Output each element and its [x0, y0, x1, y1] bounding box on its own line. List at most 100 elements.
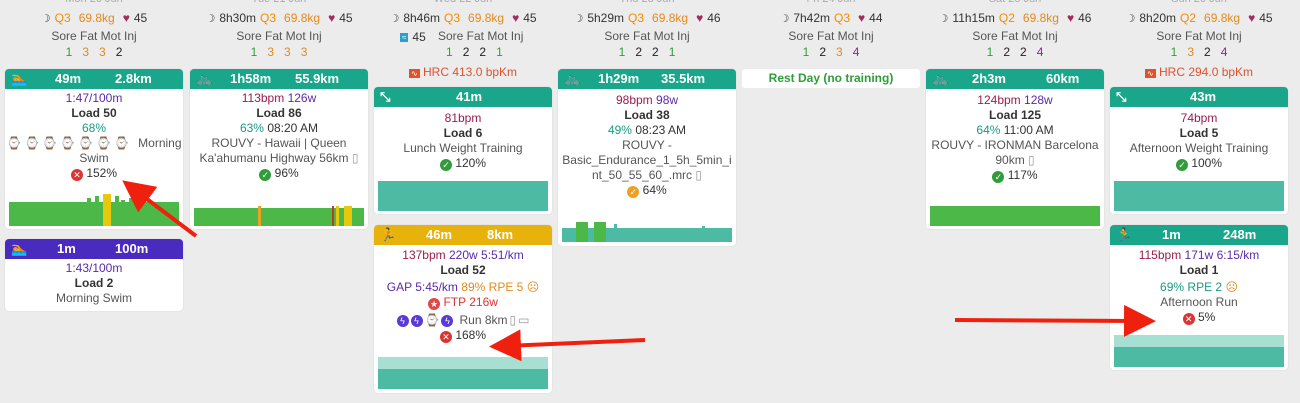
- day-date[interactable]: Thu 23 Jun: [558, 0, 736, 5]
- strength-icon: ⤡: [380, 89, 391, 104]
- workout-card-sat-bike[interactable]: 🚲 2h3m 60km 124bpm 128w Load 125 64% 11:00…: [926, 69, 1104, 229]
- workout-card-sun-wt[interactable]: ⤡ 43m 74bpm Load 5 Afternoon Weight Train…: [1110, 87, 1288, 214]
- sfmi-value: 3: [99, 45, 106, 59]
- hrc-icon: ∿: [408, 69, 420, 78]
- hrc-line: ∿ HRC 413.0 bpKm: [374, 65, 552, 79]
- workout-card-mon-swim-2[interactable]: 🏊 1m 100m 1:43/100m Load 2 Morning Swim: [5, 239, 183, 311]
- heart-rate: 115bpm: [1138, 248, 1182, 262]
- heart-icon: ♥: [512, 11, 520, 25]
- resting-hr: 46: [1078, 11, 1092, 25]
- sfmi-value: 1: [446, 45, 453, 59]
- distance: 55.9km: [295, 71, 340, 86]
- compliance: 96%: [274, 166, 299, 180]
- wellness-line: ☽ 5h29m Q3 69.8kg ♥ 46: [558, 11, 736, 25]
- rest-day-card[interactable]: Rest Day (no training): [742, 69, 920, 88]
- day-date[interactable]: Fri 24 Jun: [742, 0, 920, 5]
- workout-card-wed-wt[interactable]: ⤡ 41m 81bpm Load 6 Lunch Weight Training …: [374, 87, 552, 214]
- heart-rate: 81bpm: [444, 111, 482, 125]
- load: Load 2: [74, 276, 114, 290]
- duration: 1h29m: [598, 71, 640, 86]
- star-icon: ★: [428, 298, 441, 310]
- map-icon: ▯: [351, 151, 359, 165]
- check-icon: ✓: [992, 171, 1005, 183]
- hrc: HRC 413.0 bpKm: [423, 65, 518, 79]
- fail-icon: ✕: [439, 331, 452, 343]
- strength-icon: ⤡: [1116, 89, 1127, 104]
- day-date[interactable]: Tue 21 Jun: [190, 0, 368, 5]
- distance: 35.5km: [661, 71, 706, 86]
- check-icon: ✓: [259, 169, 272, 181]
- intensity-chart: [194, 206, 364, 226]
- heart-icon: ♥: [1248, 11, 1256, 25]
- map-icon: ▯: [695, 168, 703, 182]
- load: Load 52: [440, 263, 486, 277]
- bolt-icon: ϟ: [396, 314, 409, 327]
- wellness-line: ☽ 7h42m Q3 ♥ 44: [742, 11, 920, 25]
- sfmi-value: 2: [462, 45, 470, 59]
- day-date[interactable]: Wed 22 Jun: [374, 0, 552, 5]
- run-icon: 🏃: [1116, 227, 1133, 242]
- workout-card-tue-bike[interactable]: 🚲 1h58m 55.9km 113bpm 126w Load 86 63% 08:…: [190, 69, 368, 229]
- duration: 1m: [57, 241, 76, 256]
- sfmi-labels: Sore Fat Mot Inj: [438, 29, 524, 43]
- sfmi-value: 3: [267, 45, 274, 59]
- rpe: RPE 2: [1187, 280, 1223, 294]
- moon-icon: ☽: [779, 12, 790, 25]
- sfmi-value: 4: [852, 45, 860, 59]
- sad-face-icon: ☹: [526, 280, 540, 294]
- intensity-chart: [930, 206, 1100, 226]
- quality: Q3: [628, 11, 645, 25]
- percent: 89%: [461, 280, 486, 294]
- wellness-line: ☽ 8h30m Q3 69.8kg ♥ 45: [190, 11, 368, 25]
- sfmi-value: 2: [652, 45, 659, 59]
- distance: 60km: [1046, 71, 1080, 86]
- workout-card-sun-run[interactable]: 🏃 1m 248m 115bpm 171w 6:15/km Load 1 69% R…: [1110, 225, 1288, 370]
- compliance: 152%: [86, 166, 118, 180]
- wellness-line: ☽ 8h20m Q2 69.8kg ♥ 45: [1110, 11, 1288, 25]
- swim-icon: 🏊: [11, 241, 28, 256]
- heart-icon: ♥: [122, 11, 130, 25]
- sfmi-value: 1: [1170, 45, 1178, 59]
- workout-card-thu-bike[interactable]: 🚲 1h29m 35.5km 98bpm 98w Load 38 49% 08:23…: [558, 69, 736, 246]
- hrc-line: ∿ HRC 294.0 bpKm: [1110, 65, 1288, 79]
- compliance: 120%: [455, 156, 487, 170]
- day-date[interactable]: Sat 25 Jun: [926, 0, 1104, 5]
- load: Load 5: [1179, 126, 1219, 140]
- sfmi-value: 1: [668, 45, 676, 59]
- ftp: FTP 216w: [443, 295, 498, 309]
- check-icon: ✓: [1175, 159, 1188, 171]
- weight: 69.8kg: [1204, 11, 1241, 25]
- sfmi-value: 3: [300, 45, 308, 59]
- hrc-icon: ∿: [1144, 69, 1156, 78]
- power: 98w: [656, 93, 679, 107]
- sfmi-value: 1: [802, 45, 810, 59]
- watch-icon: ⌚: [24, 136, 40, 150]
- watch-icon: ⌚: [96, 136, 112, 150]
- duration: 43m: [1190, 89, 1217, 104]
- workout-name: ROUVY - Hawaii | Queen: [211, 136, 347, 150]
- day-date[interactable]: Sun 26 Jun: [1110, 0, 1288, 5]
- sfmi-value: 2: [115, 45, 123, 59]
- compliance: 5%: [1198, 310, 1216, 324]
- arrow-2: [489, 329, 646, 362]
- watch-icons: ⌚ ⌚ ⌚ ⌚ ⌚ ⌚ ⌚ Morning: [5, 136, 183, 151]
- workout-card-wed-run[interactable]: 🏃 46m 8km 137bpm 220w 5:51/km Load 52 GAP …: [374, 225, 552, 393]
- heart-rate: 137bpm: [402, 248, 446, 262]
- workout-name: Afternoon Run: [1160, 295, 1238, 309]
- pace: 6:15/km: [1216, 248, 1260, 262]
- fail-icon: ✕: [1182, 313, 1195, 325]
- moon-icon: ☽: [40, 12, 51, 25]
- day-date[interactable]: Mon 20 Jun: [5, 0, 183, 5]
- weight: 69.8kg: [652, 11, 689, 25]
- quality: Q3: [444, 11, 461, 25]
- watch-icon: ⌚: [114, 136, 130, 150]
- heart-icon: ♥: [1066, 11, 1075, 25]
- map-icon: ▯: [1028, 153, 1035, 167]
- load: Load 125: [988, 108, 1042, 122]
- duration: 41m: [456, 89, 483, 104]
